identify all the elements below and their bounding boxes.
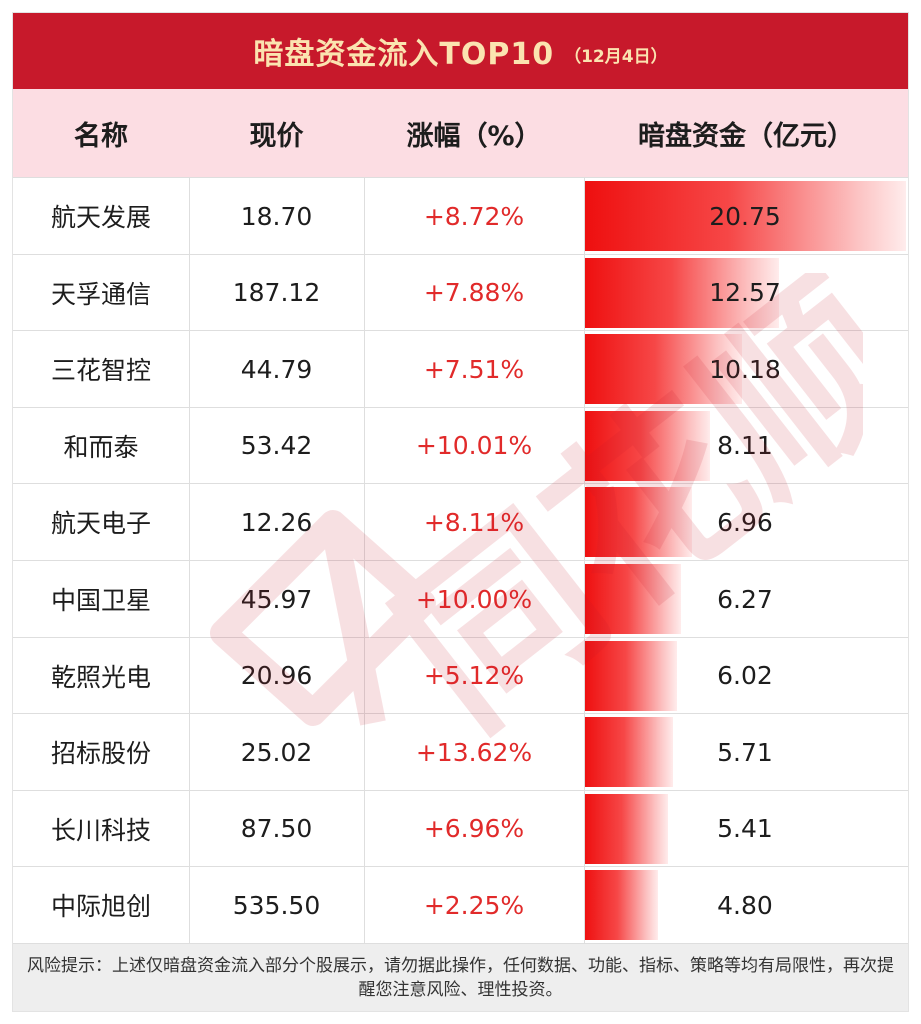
flow-bar <box>584 640 678 711</box>
column-divider <box>584 177 585 943</box>
stock-name: 中国卫星 <box>50 586 151 615</box>
table-row: 天孚通信 187.12 +7.88% 12.57 <box>13 253 908 331</box>
flow-bar <box>584 793 668 864</box>
stock-name: 三花智控 <box>50 356 151 386</box>
header-flow: 暗盘资金（亿元） <box>638 120 854 152</box>
stock-price: 535.50 <box>232 890 321 920</box>
flow-bar <box>584 870 659 941</box>
table-row: 和而泰 53.42 +10.01% 8.11 <box>13 406 908 484</box>
stock-price: 12.26 <box>240 507 313 537</box>
flow-value: 20.75 <box>709 201 781 231</box>
column-divider <box>364 177 365 943</box>
header-name: 名称 <box>74 120 128 152</box>
chart-card: 暗盘资金流入TOP10 （12月4日） 名称 现价 涨幅（%） 暗盘资金（亿元）… <box>12 12 909 1012</box>
table-row: 航天电子 12.26 +8.11% 6.96 <box>13 483 908 560</box>
flow-value: 5.41 <box>717 814 773 844</box>
stock-change: +2.25% <box>423 890 525 920</box>
stock-price: 44.79 <box>240 354 313 384</box>
stock-price: 18.70 <box>240 201 313 231</box>
stock-change: +5.12% <box>423 661 525 691</box>
table-row: 航天发展 18.70 +8.72% 20.75 <box>13 177 908 254</box>
flow-value: 6.02 <box>717 661 773 691</box>
stock-price: 20.96 <box>240 661 313 691</box>
flow-bar <box>584 717 673 788</box>
stock-name: 天孚通信 <box>50 279 151 309</box>
table-row: 中国卫星 45.97 +10.00% 6.27 <box>13 560 908 637</box>
flow-value: 6.96 <box>717 507 773 537</box>
flow-value: 6.27 <box>717 584 773 614</box>
stock-name: 招标股份 <box>50 739 151 769</box>
stock-change: +7.88% <box>423 278 525 308</box>
table-row: 中际旭创 535.50 +2.25% 4.80 <box>13 866 908 943</box>
flow-bar <box>584 564 682 634</box>
header-change: 涨幅（%） <box>406 120 542 152</box>
flow-value: 4.80 <box>717 890 773 920</box>
flow-bar <box>584 487 692 558</box>
flow-bar <box>584 181 906 251</box>
stock-price: 53.42 <box>240 431 313 461</box>
table-row: 三花智控 44.79 +7.51% 10.18 <box>13 330 908 407</box>
stock-change: +6.96% <box>423 814 525 844</box>
stock-price: 87.50 <box>240 814 313 844</box>
stock-price: 25.02 <box>240 737 313 767</box>
header-price: 现价 <box>249 120 304 152</box>
title-bar: 暗盘资金流入TOP10 （12月4日） <box>13 13 908 89</box>
flow-bar <box>584 410 710 481</box>
flow-value: 8.11 <box>717 431 773 461</box>
stock-name: 乾照光电 <box>50 662 151 692</box>
flow-value: 10.18 <box>709 354 781 384</box>
table-row: 招标股份 25.02 +13.62% 5.71 <box>13 713 908 790</box>
stock-change: +10.00% <box>415 584 533 614</box>
stock-price: 45.97 <box>240 584 313 614</box>
column-divider <box>189 177 190 943</box>
stock-name: 航天电子 <box>50 509 151 539</box>
flow-bar <box>584 257 780 328</box>
chart-date: （12月4日） <box>564 46 668 67</box>
stock-price: 187.12 <box>232 278 321 308</box>
stock-change: +8.11% <box>423 507 525 537</box>
stock-change: +10.01% <box>415 431 533 461</box>
stock-name: 中际旭创 <box>50 892 151 922</box>
stock-name: 和而泰 <box>63 432 139 462</box>
stock-change: +8.72% <box>423 201 525 231</box>
flow-value: 12.57 <box>709 278 781 308</box>
table-header: 名称 现价 涨幅（%） 暗盘资金（亿元） <box>13 89 908 177</box>
table-row: 乾照光电 20.96 +5.12% 6.02 <box>13 636 908 714</box>
flow-value: 5.71 <box>717 737 773 767</box>
stock-change: +7.51% <box>423 354 525 384</box>
stock-change: +13.62% <box>415 737 533 767</box>
flow-bar <box>584 334 742 405</box>
chart-title: 暗盘资金流入TOP10 <box>253 37 555 72</box>
stock-name: 航天发展 <box>50 203 151 232</box>
risk-disclaimer: 风险提示：上述仅暗盘资金流入部分个股展示，请勿据此操作，任何数据、功能、指标、策… <box>13 943 908 1011</box>
table-row: 长川科技 87.50 +6.96% 5.41 <box>13 789 908 867</box>
stock-name: 长川科技 <box>50 815 151 845</box>
